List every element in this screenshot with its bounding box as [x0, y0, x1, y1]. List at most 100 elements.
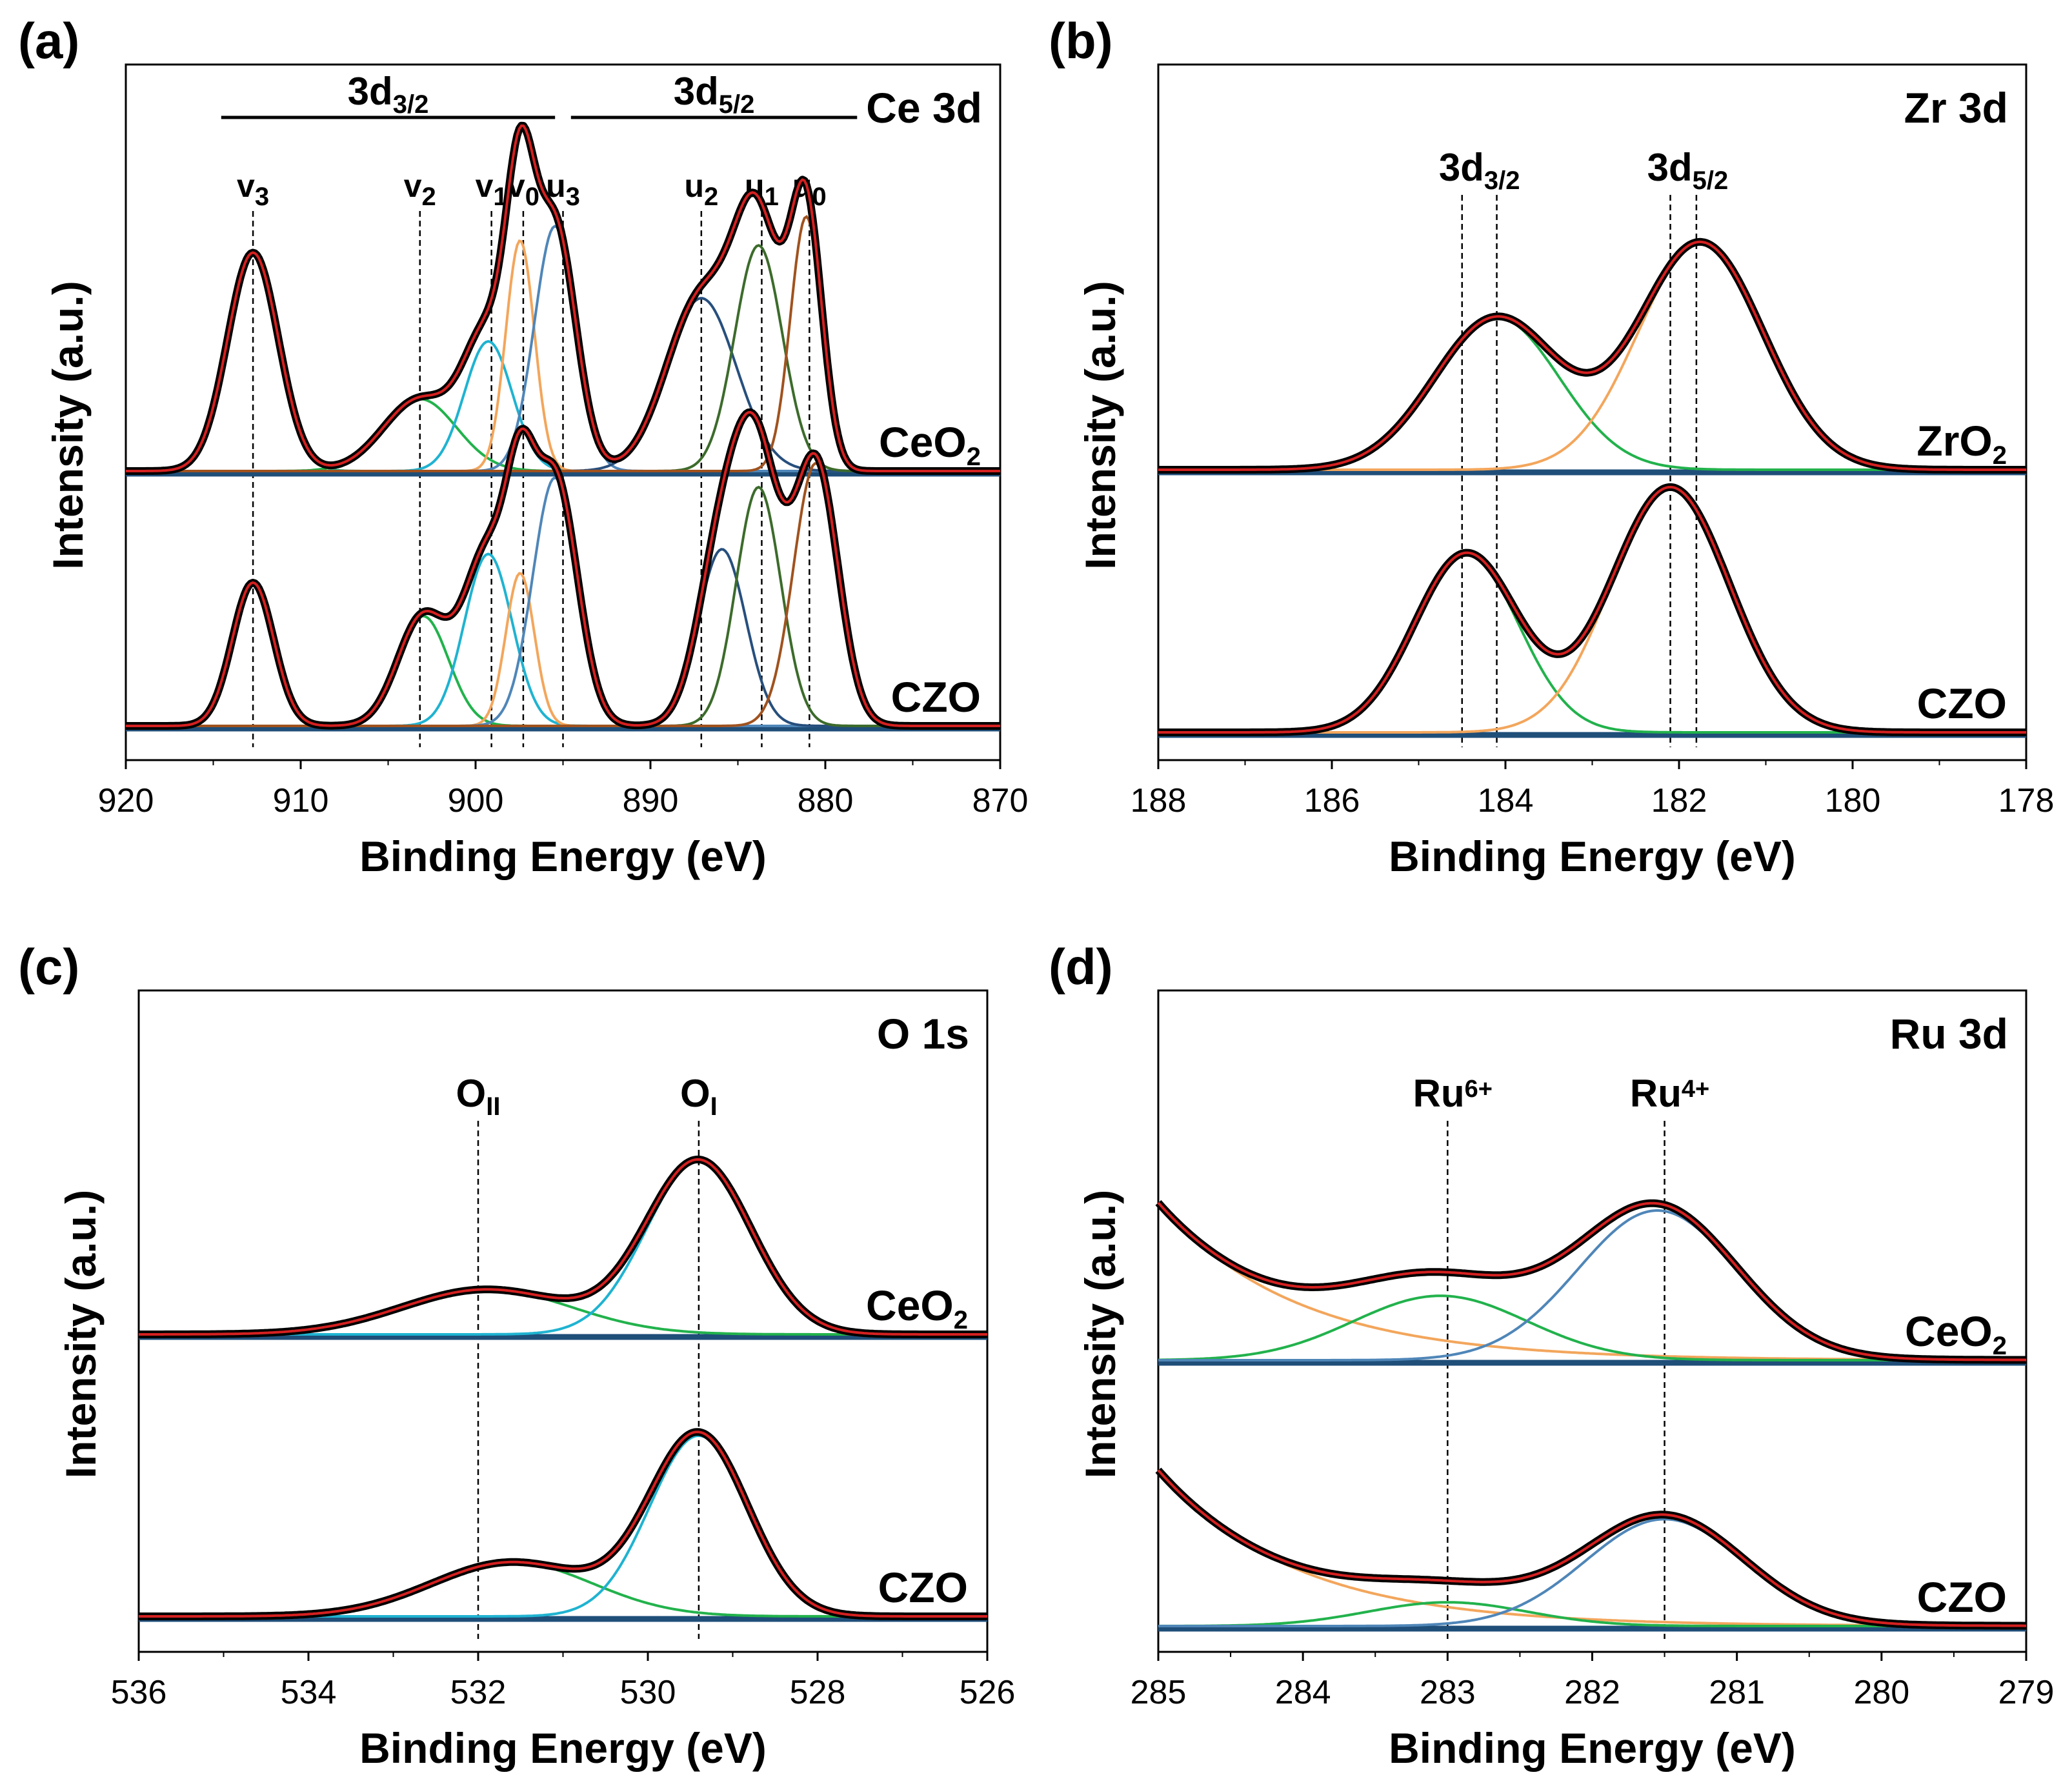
fitted-envelope	[1158, 485, 2026, 734]
peak-marker-label-main: Ru	[1413, 1072, 1465, 1115]
x-tick-label: 180	[1825, 782, 1881, 819]
sample-label-main: ZrO	[1916, 417, 1992, 465]
x-tick-label-main: 870	[972, 782, 1029, 819]
peak-marker-label-main: O	[680, 1072, 710, 1115]
x-tick-label: 280	[1853, 1674, 1909, 1711]
x-tick-label-main: 279	[1998, 1674, 2055, 1711]
panel-label-main: (b)	[1049, 12, 1113, 69]
x-axis-label: Binding Energy (eV)	[1389, 1724, 1796, 1772]
peak-marker-label-sup: 4+	[1682, 1076, 1709, 1103]
x-axis-label-main: Binding Energy (eV)	[359, 832, 767, 880]
y-axis-label-main: Intensity (a.u.)	[1076, 1190, 1124, 1478]
peak-marker-label: OI	[680, 1072, 718, 1121]
sample-label-main: CeO	[866, 1281, 954, 1329]
measured-envelope	[137, 1428, 989, 1620]
x-tick-label-main: 526	[960, 1674, 1016, 1711]
x-tick-label: 526	[960, 1674, 1016, 1711]
fit-component	[1158, 1294, 2026, 1361]
x-tick-label-main: 282	[1564, 1674, 1620, 1711]
x-tick-label-main: 280	[1853, 1674, 1909, 1711]
peak-marker-label-main: v	[476, 168, 494, 204]
panel-label: (c)	[18, 938, 79, 995]
x-tick-label-main: 281	[1709, 1674, 1765, 1711]
sample-label: CeO2	[879, 418, 981, 471]
sample-label-sub: 2	[967, 443, 981, 471]
sample-label: CeO2	[866, 1281, 968, 1334]
x-tick-label: 188	[1131, 782, 1187, 819]
peak-marker-label-main: 3d	[1439, 146, 1484, 189]
x-tick-label-main: 528	[790, 1674, 846, 1711]
sample-label-main: CZO	[1917, 679, 2007, 727]
peak-marker-label-sub: 2	[422, 183, 436, 211]
panel-label-main: (d)	[1049, 938, 1113, 995]
spectrum-zro2: ZrO2	[1156, 237, 2028, 476]
fitted-envelope	[126, 124, 1000, 472]
panel-label: (a)	[18, 12, 79, 69]
sample-label: ZrO2	[1916, 417, 2007, 470]
x-tick-label: 279	[1998, 1674, 2055, 1711]
x-axis-label-main: Binding Energy (eV)	[1389, 1724, 1796, 1772]
peak-marker-label: v3	[237, 168, 269, 211]
sample-label: CZO	[878, 1563, 968, 1611]
fit-component	[139, 1434, 987, 1618]
sample-label-main: CZO	[891, 673, 981, 721]
x-tick-label: 534	[281, 1674, 337, 1711]
panel-label-main: (c)	[18, 938, 79, 995]
x-tick-label: 186	[1304, 782, 1360, 819]
x-tick-label-main: 880	[798, 782, 854, 819]
group-label-sub: 5/2	[719, 90, 755, 119]
sample-label-sub: 2	[1993, 1332, 2007, 1360]
peak-marker-label-sub: I	[710, 1092, 718, 1121]
x-tick-label: 182	[1651, 782, 1707, 819]
x-axis-label: Binding Energy (eV)	[359, 832, 767, 880]
y-axis-label-main: Intensity (a.u.)	[57, 1190, 105, 1478]
y-axis-label: Intensity (a.u.)	[1076, 281, 1124, 569]
x-tick-label: 281	[1709, 1674, 1765, 1711]
x-tick-label: 880	[798, 782, 854, 819]
fit-component	[1158, 485, 2026, 734]
peak-marker-label-main: Ru	[1630, 1072, 1682, 1115]
peak-marker-label-main: O	[456, 1072, 487, 1115]
sample-label: CeO2	[1905, 1307, 2007, 1360]
x-tick-label-main: 182	[1651, 782, 1707, 819]
x-tick-label: 536	[111, 1674, 167, 1711]
panel-d: (d) 285 284 283 282 281 280 279 Binding Energy (…	[1049, 938, 2054, 1772]
x-axis-label: Binding Energy (eV)	[1389, 832, 1796, 880]
peak-marker-label-sub: 0	[525, 183, 539, 211]
x-tick-label: 282	[1564, 1674, 1620, 1711]
panel-title: Ru 3d	[1890, 1010, 2008, 1058]
spectrum-czo: CZO	[137, 1428, 989, 1622]
x-tick-label: 920	[98, 782, 154, 819]
peak-marker-label-main: v	[237, 168, 255, 204]
x-tick-label-main: 920	[98, 782, 154, 819]
x-tick-label-main: 284	[1275, 1674, 1331, 1711]
fit-component	[139, 1160, 987, 1336]
measured-envelope	[1155, 1199, 2028, 1364]
measured-envelope	[1156, 237, 2028, 474]
peak-marker-label-main: v	[404, 168, 422, 204]
fitted-envelope	[139, 1158, 987, 1336]
spectrum-czo: CZO	[1155, 1467, 2028, 1632]
x-tick-label-main: 532	[450, 1674, 507, 1711]
spectrum-ceo2: CeO2	[124, 121, 1002, 477]
sample-label-main: CeO	[879, 418, 967, 466]
peak-marker-label-sub: 3	[255, 183, 269, 211]
sample-label-sub: 2	[1993, 441, 2007, 470]
group-label-main: 3d	[674, 70, 719, 113]
spectrum-czo: CZO	[1156, 483, 2028, 738]
sample-label: CZO	[1917, 679, 2007, 727]
x-tick-label: 178	[1998, 782, 2055, 819]
peak-marker-label: OII	[456, 1072, 501, 1121]
group-label: 3d5/2	[674, 70, 755, 119]
x-tick-label: 530	[620, 1674, 676, 1711]
sample-label-main: CZO	[878, 1563, 968, 1611]
peak-marker-label: u2	[684, 168, 718, 211]
panel-title: O 1s	[877, 1010, 969, 1058]
x-tick-label: 870	[972, 782, 1029, 819]
peak-marker-label-sub: 0	[812, 183, 827, 211]
x-tick-label-main: 900	[448, 782, 504, 819]
y-axis-label-main: Intensity (a.u.)	[44, 281, 92, 569]
x-tick-label-main: 910	[273, 782, 329, 819]
sample-label-main: CZO	[1917, 1573, 2007, 1621]
